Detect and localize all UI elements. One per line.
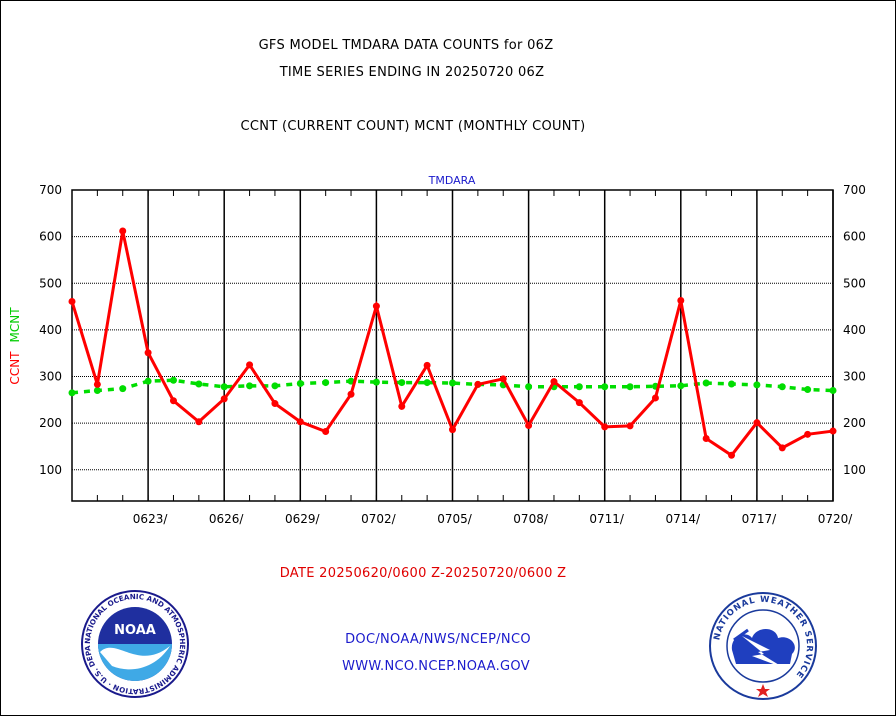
x-tick-label: 0705/ xyxy=(437,512,473,526)
ccnt-point xyxy=(93,380,101,388)
y-tick-label-left: 100 xyxy=(39,463,62,477)
ccnt-point xyxy=(398,402,406,410)
y-tick-label-left: 400 xyxy=(39,323,62,337)
date-range-caption: DATE 20250620/0600 Z-20250720/0600 Z xyxy=(279,566,567,581)
ccnt-point xyxy=(626,422,634,430)
y-axis-label-ccnt: CCNT xyxy=(8,351,22,385)
mcnt-point xyxy=(322,379,330,387)
x-tick-label: 0708/ xyxy=(513,512,549,526)
mcnt-point xyxy=(728,380,736,388)
ccnt-point xyxy=(728,451,736,459)
ccnt-point xyxy=(550,378,558,386)
y-axis-label-mcnt: MCNT xyxy=(8,307,22,343)
plot-border xyxy=(71,189,834,502)
mcnt-point xyxy=(68,389,76,397)
series-layer xyxy=(68,227,837,459)
ccnt-point xyxy=(651,394,659,402)
ccnt-point xyxy=(829,427,837,435)
mcnt-point xyxy=(93,386,101,394)
ccnt-point xyxy=(347,390,355,398)
mcnt-point xyxy=(246,382,254,390)
mcnt-point xyxy=(220,383,228,391)
mcnt-point xyxy=(525,383,533,391)
chart-title-line-1: GFS MODEL TMDARA DATA COUNTS for 06Z xyxy=(258,38,554,53)
y-tick-label-right: 300 xyxy=(843,370,866,384)
ccnt-point xyxy=(474,380,482,388)
ccnt-point xyxy=(144,349,152,357)
y-axis-label: CCNT MCNT xyxy=(8,307,22,385)
ccnt-point xyxy=(702,435,710,443)
ccnt-point xyxy=(68,297,76,305)
mcnt-point xyxy=(119,385,127,393)
y-tick-label-left: 300 xyxy=(39,370,62,384)
ccnt-point xyxy=(804,430,812,438)
ccnt-point xyxy=(322,428,330,436)
mcnt-point xyxy=(372,378,380,386)
y-tick-label-right: 600 xyxy=(843,230,866,244)
ccnt-point xyxy=(499,375,507,383)
y-tick-label-right: 200 xyxy=(843,416,866,430)
y-tick-label-left: 200 xyxy=(39,416,62,430)
ccnt-point xyxy=(220,395,228,403)
mcnt-point xyxy=(778,383,786,391)
x-tick-label: 0629/ xyxy=(285,512,321,526)
mcnt-point xyxy=(144,377,152,385)
mcnt-point xyxy=(626,383,634,391)
chart-series-title: TMDARA xyxy=(428,174,476,187)
ccnt-point xyxy=(449,426,456,434)
ccnt-point xyxy=(195,418,203,426)
ccnt-point xyxy=(296,418,304,426)
ccnt-point xyxy=(246,361,254,369)
x-tick-label: 0623/ xyxy=(133,512,169,526)
chart-title-line-2: TIME SERIES ENDING IN 20250720 06Z xyxy=(279,65,545,80)
mcnt-point xyxy=(296,380,304,388)
noaa-logo: NATIONAL OCEANIC AND ATMOSPHERIC ADMINIS… xyxy=(80,590,189,698)
mcnt-point xyxy=(804,386,812,394)
y-tick-label-right: 700 xyxy=(843,183,866,197)
nws-logo: NATIONAL WEATHER SERVICE xyxy=(709,592,817,700)
mcnt-point xyxy=(601,383,609,391)
x-tick-label: 0702/ xyxy=(361,512,397,526)
mcnt-point xyxy=(169,376,177,384)
x-tick-label: 0626/ xyxy=(209,512,245,526)
ccnt-point xyxy=(372,302,380,310)
ccnt-point xyxy=(575,399,583,407)
noaa-wordmark: NOAA xyxy=(114,623,156,638)
mcnt-point xyxy=(677,382,685,390)
chart-title-line-3: CCNT (CURRENT COUNT) MCNT (MONTHLY COUNT… xyxy=(240,119,586,134)
y-tick-label-right: 400 xyxy=(843,323,866,337)
mcnt-point xyxy=(702,379,710,387)
ccnt-point xyxy=(753,419,761,427)
x-tick-label: 0714/ xyxy=(666,512,702,526)
y-tick-label-left: 700 xyxy=(39,183,62,197)
y-tick-label-left: 600 xyxy=(39,230,62,244)
ccnt-point xyxy=(119,227,127,235)
mcnt-point xyxy=(829,386,837,394)
ccnt-point xyxy=(423,361,431,369)
y-tick-label-left: 500 xyxy=(39,276,62,290)
mcnt-point xyxy=(398,379,406,387)
org-path-text: DOC/NOAA/NWS/NCEP/NCO xyxy=(345,632,531,647)
ccnt-point xyxy=(778,444,786,452)
svg-text:CCNTMCNT: CCNT MCNT xyxy=(8,307,22,385)
x-tick-label: 0711/ xyxy=(589,512,625,526)
mcnt-point xyxy=(195,380,203,388)
x-tick-label: 0720/ xyxy=(818,512,854,526)
ccnt-point xyxy=(169,397,177,405)
website-url: WWW.NCO.NCEP.NOAA.GOV xyxy=(342,659,530,674)
y-tick-label-right: 100 xyxy=(843,463,866,477)
mcnt-point xyxy=(753,381,761,389)
mcnt-point xyxy=(271,382,279,390)
ccnt-point xyxy=(601,423,609,431)
ccnt-point xyxy=(271,400,279,408)
ccnt-point xyxy=(677,297,685,305)
mcnt-point xyxy=(449,379,456,387)
mcnt-point xyxy=(575,383,583,391)
ccnt-point xyxy=(525,421,533,429)
axis-layer: 100 100 200 200 300 300 400 400 500 500 600 600 700 7… xyxy=(39,183,866,526)
mcnt-point xyxy=(423,379,431,387)
x-tick-label: 0717/ xyxy=(742,512,778,526)
y-tick-label-right: 500 xyxy=(843,276,866,290)
